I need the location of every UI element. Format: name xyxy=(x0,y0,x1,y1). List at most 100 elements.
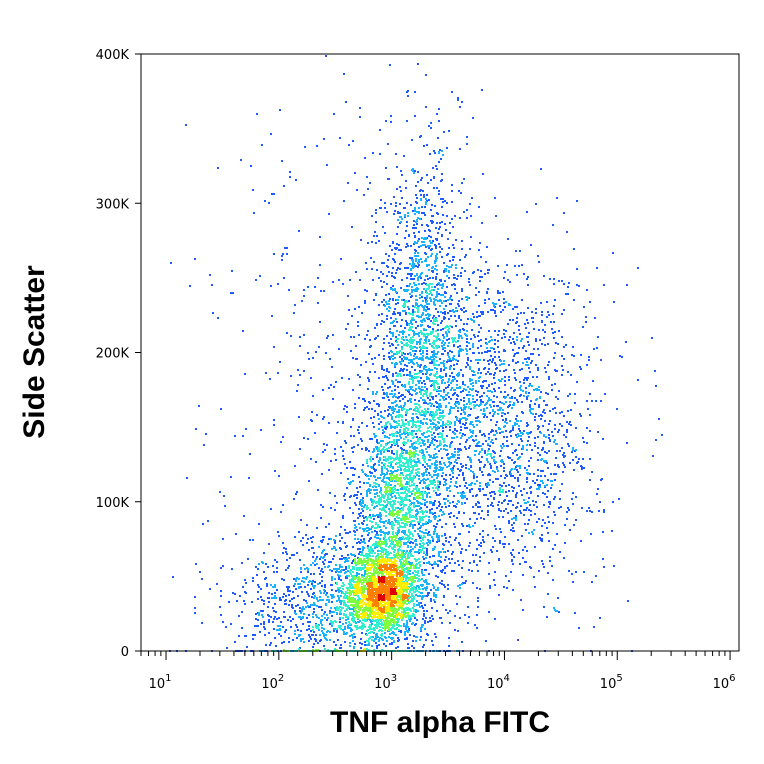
event-dot xyxy=(514,265,516,267)
event-dot xyxy=(421,206,423,208)
event-dot xyxy=(456,380,458,382)
event-dot xyxy=(538,415,540,417)
event-dot xyxy=(381,262,383,264)
event-dot xyxy=(376,439,378,441)
event-dot xyxy=(428,269,430,271)
event-dot xyxy=(400,368,402,370)
event-dot xyxy=(423,241,425,243)
event-dot xyxy=(534,403,536,405)
event-dot xyxy=(467,415,469,417)
event-dot xyxy=(450,382,452,384)
event-dot xyxy=(432,538,434,540)
event-dot xyxy=(512,504,514,506)
event-dot xyxy=(393,395,395,397)
event-dot xyxy=(426,506,428,508)
event-dot xyxy=(595,400,597,402)
event-dot xyxy=(375,242,377,244)
event-dot xyxy=(466,341,468,343)
event-dot xyxy=(588,359,590,361)
event-dot xyxy=(508,379,510,381)
event-dot xyxy=(361,574,363,576)
event-dot xyxy=(487,461,489,463)
event-dot xyxy=(483,416,485,418)
event-dot xyxy=(458,474,460,476)
event-dot xyxy=(338,599,340,601)
event-dot xyxy=(418,259,420,261)
event-dot xyxy=(461,298,463,300)
event-dot xyxy=(451,437,453,439)
event-dot xyxy=(400,363,402,365)
event-dot xyxy=(438,486,440,488)
event-dot xyxy=(452,256,454,258)
event-dot xyxy=(450,389,452,391)
event-dot xyxy=(306,576,308,578)
event-dot xyxy=(515,322,517,324)
event-dot xyxy=(386,370,388,372)
event-dot xyxy=(384,202,386,204)
event-dot xyxy=(419,275,421,277)
event-dot xyxy=(296,626,298,628)
event-dot xyxy=(495,438,497,440)
event-dot xyxy=(416,197,418,199)
event-dot xyxy=(420,194,422,196)
event-dot xyxy=(547,532,549,534)
event-dot xyxy=(430,122,432,124)
event-dot xyxy=(399,508,401,510)
event-dot xyxy=(478,249,480,251)
event-dot xyxy=(561,411,563,413)
event-dot xyxy=(436,533,438,535)
event-dot xyxy=(347,570,349,572)
event-dot xyxy=(454,448,456,450)
event-dot xyxy=(575,519,577,521)
event-dot xyxy=(459,485,461,487)
event-dot xyxy=(424,297,426,299)
event-dot xyxy=(362,497,364,499)
event-dot xyxy=(459,148,461,150)
event-dot xyxy=(415,255,417,257)
event-dot xyxy=(347,532,349,534)
event-dot xyxy=(619,355,621,357)
event-dot xyxy=(467,364,469,366)
event-dot xyxy=(543,606,545,608)
event-dot xyxy=(502,309,504,311)
event-dot xyxy=(473,320,475,322)
event-dot xyxy=(444,342,446,344)
event-dot xyxy=(386,477,388,479)
event-dot xyxy=(402,398,404,400)
event-dot xyxy=(479,485,481,487)
event-dot xyxy=(428,247,430,249)
event-dot xyxy=(452,244,454,246)
event-dot xyxy=(380,411,382,413)
event-dot xyxy=(374,547,376,549)
event-dot xyxy=(524,546,526,548)
event-dot xyxy=(411,273,413,275)
event-dot xyxy=(443,399,445,401)
event-dot xyxy=(349,642,351,644)
event-dot xyxy=(464,384,466,386)
event-dot xyxy=(473,426,475,428)
event-dot xyxy=(563,456,565,458)
event-dot xyxy=(466,350,468,352)
event-dot xyxy=(476,316,478,318)
event-dot xyxy=(433,289,435,291)
event-dot xyxy=(263,623,265,625)
event-dot xyxy=(403,299,405,301)
event-dot xyxy=(270,616,272,618)
event-dot xyxy=(538,518,540,520)
event-dot xyxy=(421,473,423,475)
event-dot xyxy=(383,338,385,340)
event-dot xyxy=(386,211,388,213)
event-dot xyxy=(374,371,376,373)
event-dot xyxy=(568,282,570,284)
event-dot xyxy=(469,380,471,382)
event-dot xyxy=(364,407,366,409)
event-dot xyxy=(270,584,272,586)
event-dot xyxy=(486,343,488,345)
event-dot xyxy=(425,523,427,525)
event-dot xyxy=(295,605,297,607)
event-dot xyxy=(568,445,570,447)
event-dot xyxy=(441,206,443,208)
event-dot xyxy=(420,420,422,422)
event-dot xyxy=(552,579,554,581)
event-dot xyxy=(436,535,438,537)
